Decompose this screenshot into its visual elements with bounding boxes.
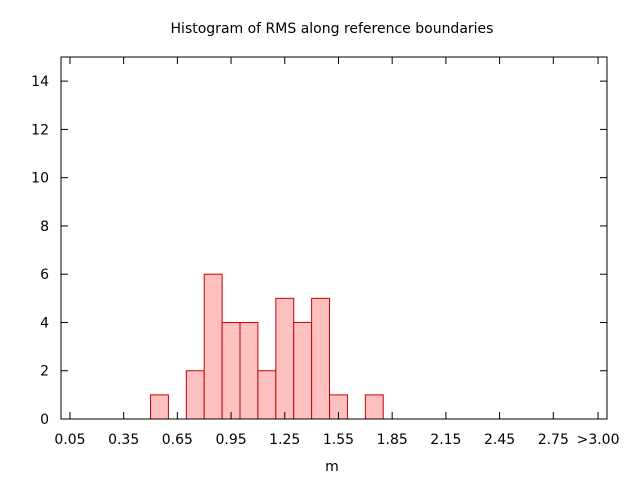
x-tick-label-3: 0.95 <box>215 432 246 448</box>
histogram-bar-6 <box>275 297 295 420</box>
x-tick-label-1: 0.35 <box>108 432 139 448</box>
x-tick-label-8: 2.45 <box>484 432 515 448</box>
histogram-bar-4 <box>239 321 259 420</box>
chart-title: Histogram of RMS along reference boundar… <box>171 21 494 37</box>
y-tick-label-2: 4 <box>40 315 49 331</box>
x-axis: 0.05 0.35 0.65 0.95 1.25 1.55 1.85 2.15 2.45 2.75… <box>54 57 620 448</box>
x-tick-label-9: 2.75 <box>538 432 569 448</box>
y-axis: 0 2 4 6 8 10 12 14 <box>31 74 607 428</box>
y-tick-label-6: 12 <box>31 122 49 138</box>
histogram-bar-2 <box>203 273 223 420</box>
y-tick-label-4: 8 <box>40 219 49 235</box>
plot-frame <box>60 56 608 420</box>
x-tick-label-6: 1.85 <box>377 432 408 448</box>
x-tick-label-0: 0.05 <box>54 432 85 448</box>
y-tick-label-0: 0 <box>40 412 49 428</box>
y-tick-label-1: 2 <box>40 364 49 380</box>
x-tick-label-2: 0.65 <box>162 432 193 448</box>
bars-group <box>150 273 384 420</box>
y-tick-label-7: 14 <box>31 74 49 90</box>
y-tick-label-3: 6 <box>40 267 49 283</box>
x-tick-label-10: >3.00 <box>577 432 620 448</box>
y-tick-label-5: 10 <box>31 171 49 187</box>
histogram-bar-10 <box>364 394 384 420</box>
x-axis-label: m <box>325 459 339 475</box>
histogram-bar-7 <box>293 321 313 420</box>
histogram-bar-3 <box>221 321 241 420</box>
histogram-bar-0 <box>150 394 169 420</box>
x-tick-label-7: 2.15 <box>430 432 461 448</box>
histogram-bar-1 <box>185 370 205 420</box>
histogram-bar-5 <box>257 370 277 420</box>
x-tick-label-5: 1.55 <box>323 432 354 448</box>
histogram-bar-8 <box>311 297 331 420</box>
x-tick-label-4: 1.25 <box>269 432 300 448</box>
